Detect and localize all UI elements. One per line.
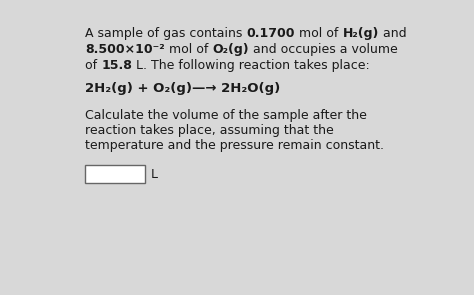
Text: temperature and the pressure remain constant.: temperature and the pressure remain cons… [85,139,384,152]
Text: H₂(g): H₂(g) [343,27,379,40]
Bar [85,165,146,183]
Text: Calculate the volume of the sample after the: Calculate the volume of the sample after… [85,109,367,122]
Text: L. The following reaction takes place:: L. The following reaction takes place: [132,59,370,72]
Text: O₂(g): O₂(g) [212,43,249,56]
Text: of: of [85,59,101,72]
Text: A sample of gas contains: A sample of gas contains [85,27,246,40]
Text: 2H₂(g) + O₂(g)—→ 2H₂O(g): 2H₂(g) + O₂(g)—→ 2H₂O(g) [85,82,281,95]
Text: mol of: mol of [165,43,212,56]
Text: and: and [379,27,407,40]
Text: 8.500×10⁻²: 8.500×10⁻² [85,43,165,56]
Text: 0.1700: 0.1700 [246,27,295,40]
Text: and occupies a volume: and occupies a volume [249,43,398,56]
Text: mol of: mol of [295,27,343,40]
Text: L: L [150,168,157,181]
Text: 15.8: 15.8 [101,59,132,72]
Text: reaction takes place, assuming that the: reaction takes place, assuming that the [85,124,334,137]
